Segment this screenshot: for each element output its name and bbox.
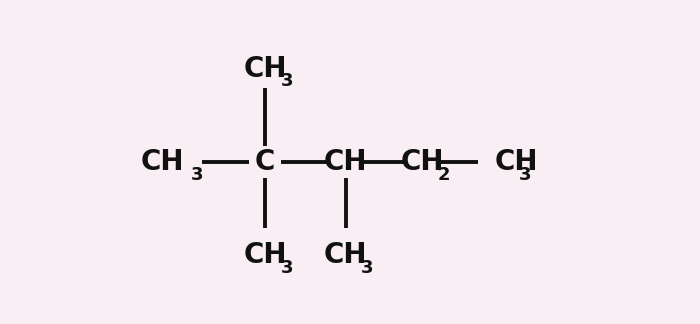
Text: CH: CH — [494, 148, 538, 176]
Text: CH: CH — [244, 55, 287, 83]
Text: 3: 3 — [190, 166, 203, 184]
Text: CH: CH — [400, 148, 444, 176]
Text: 3: 3 — [519, 166, 531, 184]
Text: CH: CH — [324, 241, 368, 269]
Text: C: C — [255, 148, 275, 176]
Text: 3: 3 — [361, 259, 374, 277]
Text: CH: CH — [244, 241, 287, 269]
Text: 2: 2 — [438, 166, 450, 184]
Text: CH: CH — [324, 148, 368, 176]
Text: 3: 3 — [281, 259, 293, 277]
Text: 3: 3 — [281, 72, 293, 90]
Text: CH: CH — [141, 148, 184, 176]
